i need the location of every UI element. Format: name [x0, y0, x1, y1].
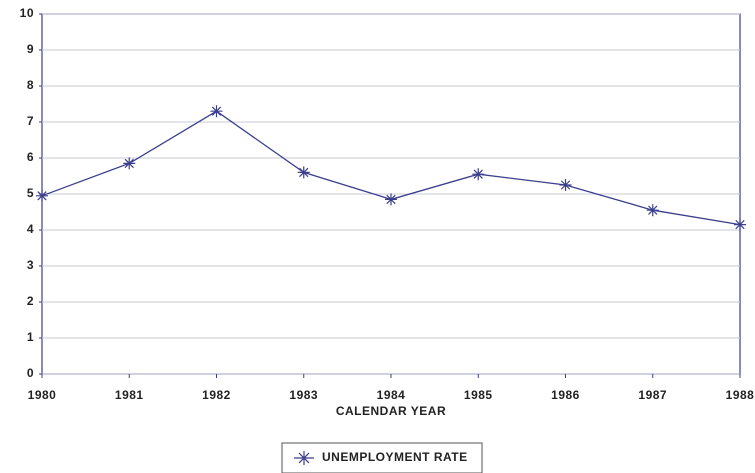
x-axis-label: CALENDAR YEAR [336, 404, 446, 418]
y-tick-label: 1 [27, 330, 34, 344]
y-tick-label: 0 [27, 366, 34, 380]
x-tick-label: 1986 [551, 388, 580, 402]
point-marker [472, 168, 485, 181]
y-tick-label: 2 [27, 294, 34, 308]
point-marker [559, 179, 572, 191]
x-tick-label: 1984 [377, 388, 406, 402]
point-marker [297, 166, 310, 179]
y-tick-label: 6 [27, 150, 34, 164]
x-tick-label: 1988 [726, 388, 755, 402]
point-marker [385, 193, 397, 206]
x-tick-label: 1980 [28, 388, 57, 402]
y-tick-label: 10 [20, 6, 34, 20]
x-tick-label: 1987 [638, 388, 667, 402]
legend-marker [294, 451, 314, 465]
x-tick-label: 1983 [289, 388, 318, 402]
series-line [41, 110, 741, 226]
point-marker [123, 157, 136, 170]
y-tick-label: 8 [27, 78, 34, 92]
x-tick-label: 1985 [464, 388, 493, 402]
point-marker [36, 189, 48, 202]
legend-label: UNEMPLOYMENT RATE [322, 450, 468, 464]
y-tick-label: 3 [27, 258, 34, 272]
legend-box [281, 442, 483, 473]
y-tick-label: 5 [27, 186, 34, 200]
y-tick-label: 4 [27, 222, 34, 236]
y-tick-label: 9 [27, 42, 34, 56]
point-marker [210, 105, 223, 118]
point-marker [734, 218, 746, 231]
x-tick-label: 1981 [115, 388, 144, 402]
x-tick-label: 1982 [202, 388, 231, 402]
y-tick-label: 7 [27, 114, 34, 128]
point-marker [646, 204, 659, 217]
